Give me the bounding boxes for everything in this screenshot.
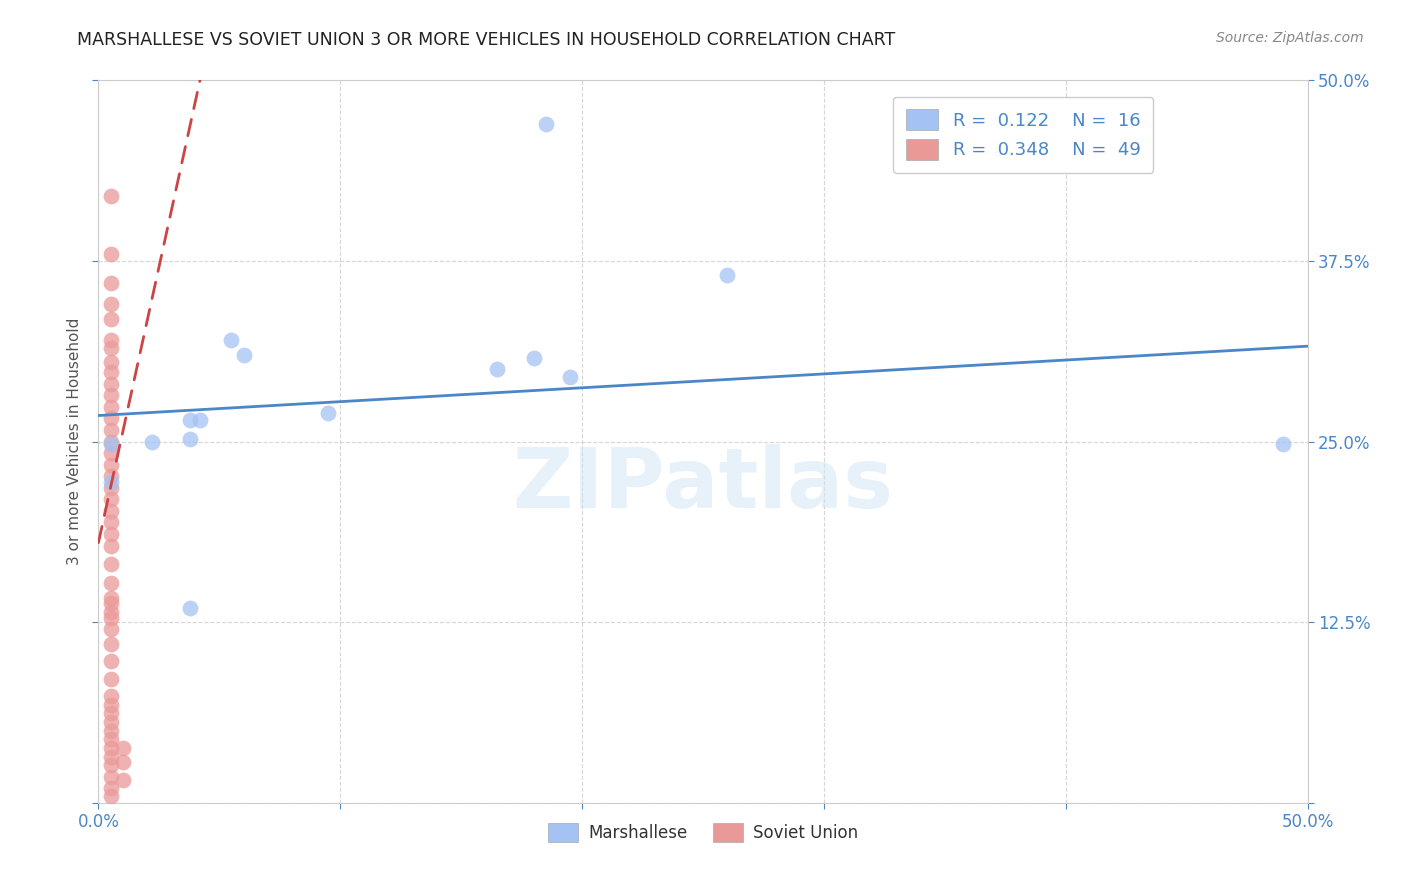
Point — [100, 781, 122, 796]
Point — [100, 749, 122, 764]
Point — [100, 558, 122, 572]
Point — [100, 516, 122, 530]
Point — [100, 714, 122, 729]
Point — [111, 756, 134, 770]
Point — [100, 527, 122, 541]
Point — [100, 672, 122, 686]
Point — [100, 297, 122, 311]
Point — [100, 388, 122, 402]
Point — [486, 362, 509, 376]
Point — [100, 437, 122, 451]
Text: MARSHALLESE VS SOVIET UNION 3 OR MORE VEHICLES IN HOUSEHOLD CORRELATION CHART: MARSHALLESE VS SOVIET UNION 3 OR MORE VE… — [77, 31, 896, 49]
Point — [100, 732, 122, 747]
Point — [100, 355, 122, 369]
Point — [523, 351, 546, 365]
Text: Source: ZipAtlas.com: Source: ZipAtlas.com — [1216, 31, 1364, 45]
Point — [100, 689, 122, 703]
Point — [100, 605, 122, 619]
Point — [100, 189, 122, 203]
Point — [534, 117, 557, 131]
Point — [100, 654, 122, 668]
Point — [232, 348, 254, 362]
Point — [100, 706, 122, 721]
Point — [100, 469, 122, 483]
Point — [100, 591, 122, 605]
Point — [100, 411, 122, 425]
Point — [179, 600, 201, 615]
Point — [188, 413, 211, 427]
Point — [1272, 437, 1295, 451]
Point — [141, 434, 163, 449]
Point — [100, 770, 122, 784]
Point — [100, 504, 122, 518]
Point — [716, 268, 738, 283]
Point — [100, 475, 122, 489]
Point — [100, 723, 122, 738]
Point — [111, 772, 134, 787]
Point — [100, 434, 122, 449]
Point — [100, 637, 122, 651]
Point — [100, 334, 122, 348]
Point — [100, 276, 122, 290]
Point — [100, 758, 122, 772]
Point — [100, 698, 122, 712]
Point — [100, 246, 122, 260]
Point — [221, 334, 243, 348]
Text: ZIPatlas: ZIPatlas — [513, 444, 893, 525]
Point — [100, 446, 122, 460]
Point — [100, 576, 122, 591]
Point — [179, 413, 201, 427]
Y-axis label: 3 or more Vehicles in Household: 3 or more Vehicles in Household — [66, 318, 82, 566]
Point — [111, 740, 134, 755]
Point — [100, 376, 122, 391]
Point — [179, 432, 201, 446]
Point — [100, 740, 122, 755]
Point — [100, 623, 122, 637]
Point — [100, 539, 122, 553]
Point — [558, 369, 581, 384]
Point — [100, 492, 122, 507]
Point — [100, 423, 122, 437]
Point — [100, 311, 122, 326]
Point — [100, 789, 122, 803]
Point — [100, 341, 122, 355]
Legend: Marshallese, Soviet Union: Marshallese, Soviet Union — [541, 816, 865, 848]
Point — [100, 611, 122, 625]
Point — [100, 458, 122, 472]
Point — [100, 400, 122, 414]
Point — [100, 596, 122, 610]
Point — [316, 406, 339, 420]
Point — [100, 481, 122, 495]
Point — [100, 365, 122, 379]
